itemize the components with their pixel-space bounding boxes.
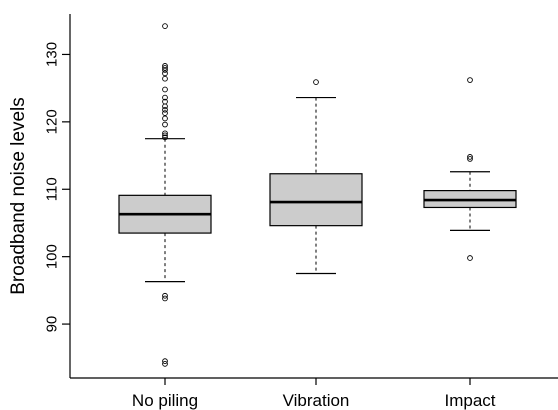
y-ticks: 90 100 110 120 130: [43, 42, 70, 332]
outlier-point: [162, 70, 168, 77]
x-tick-label: No piling: [132, 391, 198, 410]
outlier-point: [467, 154, 473, 160]
outlier-point: [162, 130, 168, 137]
outlier-point: [467, 156, 473, 162]
outlier-point: [162, 115, 168, 122]
outlier-point: [162, 292, 168, 299]
outlier-point: [162, 103, 168, 110]
y-tick-label: 130: [43, 42, 60, 67]
outlier-point: [162, 94, 168, 101]
outlier-point: [162, 75, 168, 82]
y-tick-label: 120: [43, 109, 60, 134]
plot-area: [118, 23, 517, 367]
outlier-point: [162, 134, 168, 141]
outlier-point: [162, 360, 168, 367]
outlier-point: [162, 106, 168, 113]
outlier-point: [162, 110, 168, 116]
outlier-point: [162, 358, 168, 364]
y-tick-label: 100: [43, 244, 60, 269]
x-tick-label: Vibration: [283, 391, 350, 410]
outlier-point: [162, 295, 168, 302]
box-group: [269, 79, 363, 275]
outlier-point: [162, 67, 168, 73]
outlier-point: [162, 63, 168, 69]
box-group: [118, 23, 212, 367]
outlier-point: [467, 77, 473, 83]
outlier-point: [162, 98, 168, 105]
iqr-box: [269, 173, 363, 227]
outlier-point: [162, 132, 168, 139]
outlier-point: [162, 23, 168, 29]
box-group: [423, 77, 517, 261]
outlier-point: [162, 65, 168, 71]
y-axis-label: Broadband noise levels: [8, 97, 29, 295]
x-tick-label: Impact: [444, 391, 495, 410]
outlier-point: [313, 79, 319, 85]
outlier-point: [467, 255, 473, 261]
y-tick-label: 90: [43, 316, 60, 333]
outlier-point: [162, 121, 168, 128]
y-tick-label: 110: [43, 177, 60, 201]
outlier-point: [162, 86, 168, 93]
x-labels: No piling Vibration Impact: [132, 378, 496, 410]
